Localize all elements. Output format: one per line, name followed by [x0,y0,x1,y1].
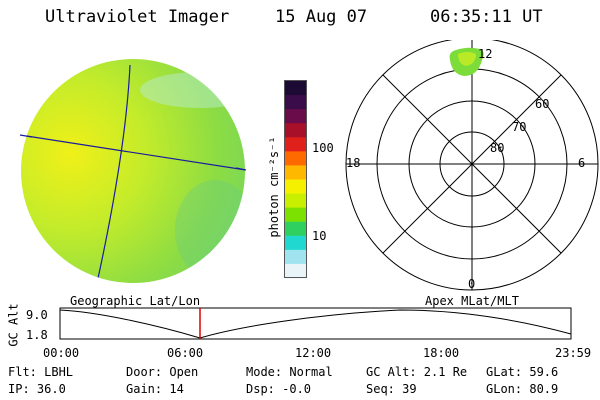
colorbar-segment [285,137,306,152]
altitude-curve [59,309,572,339]
polar-mlt-plot [345,40,599,291]
geographic-label: Geographic Lat/Lon [70,294,201,308]
seq-status: Seq: 39 [366,382,417,396]
filter-status: Flt: LBHL [8,365,74,379]
time-tick-4: 23:59 [555,346,592,360]
mlat-label-60: 60 [535,97,550,111]
gain-status: Gain: 14 [126,382,184,396]
apex-label: Apex MLat/MLT [425,294,519,308]
time-tick-0: 00:00 [43,346,80,360]
colorbar-segment [285,193,306,209]
instrument-title: Ultraviolet Imager [45,7,230,27]
colorbar-segment [285,151,306,166]
mlt-label-6: 6 [578,156,586,170]
ip-status: IP: 36.0 [8,382,66,396]
gc-alt-status: GC Alt: 2.1 Re [366,365,468,379]
gc-alt-min: 1.8 [26,328,48,342]
orbit-altitude-timeline [59,307,572,340]
mlt-label-18: 18 [346,156,361,170]
door-status: Door: Open [126,365,199,379]
earth-disk [21,59,245,283]
gc-alt-max: 9.0 [26,308,48,322]
colorbar-segment [285,81,306,96]
mlat-label-70: 70 [512,120,527,134]
glon-status: GLon: 80.9 [486,382,559,396]
mlat-label-80: 80 [490,141,505,155]
color-scale-bar [284,80,307,279]
colorbar-segment [285,123,306,138]
colorbar-segment [285,249,306,265]
colorbar-segment [285,235,306,251]
colorbar-segment [285,109,306,124]
mlt-label-12: 12 [478,47,493,61]
observation-date: 15 Aug 07 [275,7,368,27]
uv-earth-image [19,59,247,283]
dsp-status: Dsp: -0.0 [246,382,312,396]
colorbar-segment [285,207,306,223]
time-tick-3: 18:00 [423,346,460,360]
colorbar-unit-label: photon cm⁻²s⁻¹ [267,136,281,238]
colorbar-tick-10: 10 [312,229,327,243]
colorbar-segment [285,263,306,279]
mode-status: Mode: Normal [246,365,333,379]
colorbar-segment [285,95,306,110]
mlt-label-0: 0 [468,277,476,291]
observation-time: 06:35:11 UT [430,7,543,27]
time-tick-2: 12:00 [295,346,332,360]
glat-status: GLat: 59.6 [486,365,559,379]
longitude-line [96,64,131,283]
colorbar-segment [285,221,306,237]
colorbar-segment [285,165,306,180]
latitude-line [21,134,245,171]
time-tick-1: 06:00 [167,346,204,360]
colorbar-tick-100: 100 [312,141,334,155]
colorbar-segment [285,179,306,195]
